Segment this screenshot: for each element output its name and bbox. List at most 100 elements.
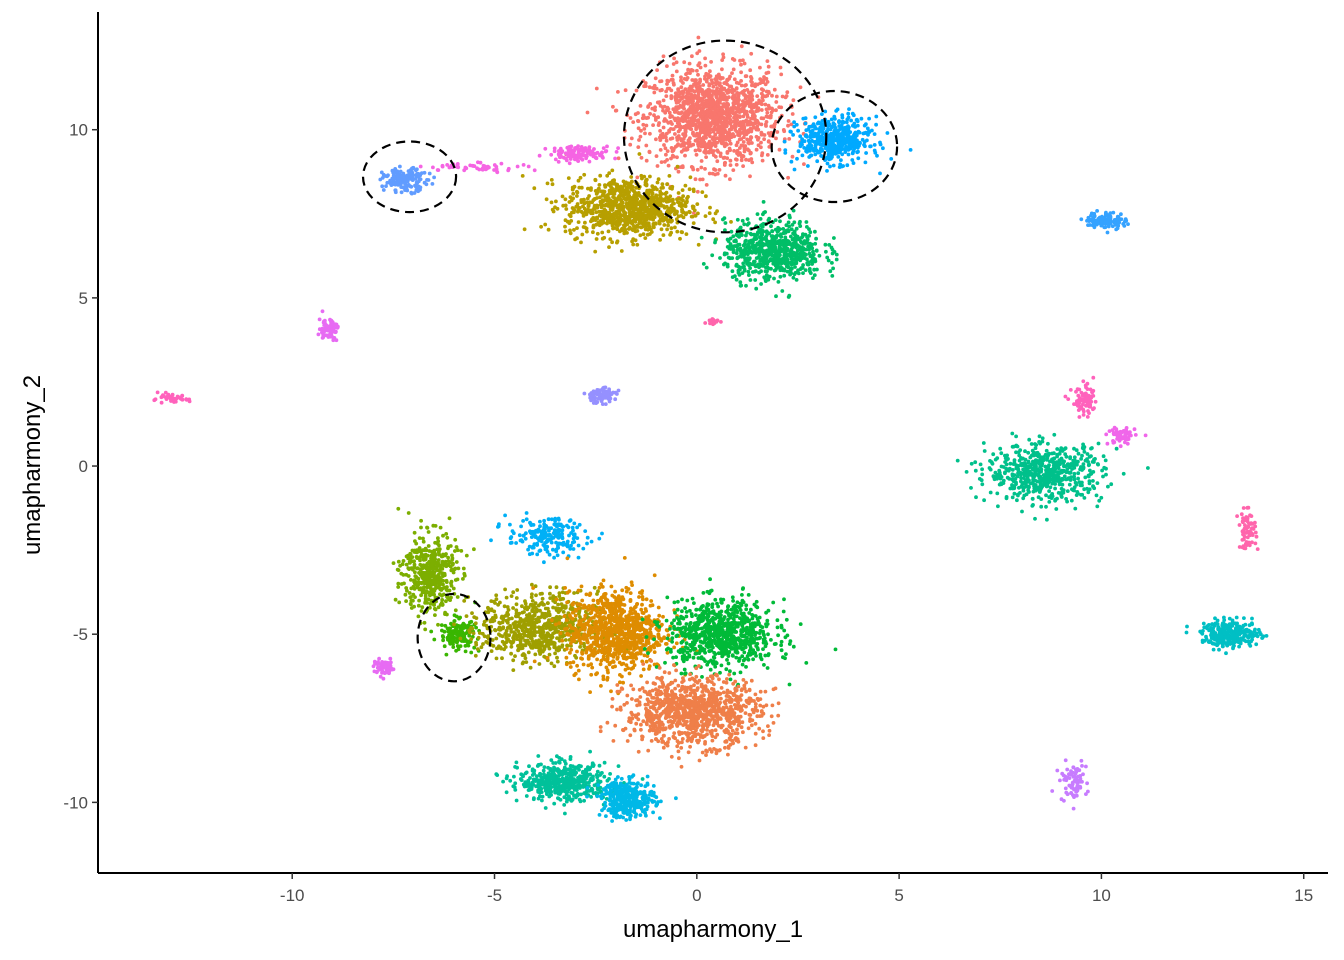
data-point [864, 130, 868, 135]
data-point [669, 77, 674, 82]
data-point [999, 475, 1004, 479]
data-point [780, 289, 785, 293]
data-point [774, 294, 778, 299]
data-point [781, 257, 786, 262]
data-point [1011, 477, 1016, 481]
data-point [661, 125, 666, 130]
data-point [691, 221, 696, 226]
data-point [696, 125, 700, 129]
data-point [689, 122, 694, 127]
data-point [690, 85, 694, 90]
data-point [600, 150, 604, 155]
data-point [805, 225, 809, 229]
data-point [703, 167, 707, 171]
data-point [720, 67, 724, 72]
data-point [592, 197, 597, 202]
data-point [568, 157, 573, 161]
data-point [1094, 493, 1099, 498]
data-point [615, 203, 620, 208]
data-point [703, 321, 708, 325]
data-point [1096, 462, 1100, 467]
data-point [770, 229, 775, 234]
data-point [1072, 455, 1077, 460]
data-point [754, 119, 759, 124]
data-point [995, 472, 1000, 477]
data-point [814, 249, 819, 253]
data-point [1093, 399, 1098, 404]
data-point [653, 76, 658, 81]
data-point [694, 101, 699, 106]
data-point [1115, 226, 1120, 231]
data-point [677, 203, 682, 208]
data-point [980, 467, 984, 472]
data-point [735, 148, 740, 153]
data-point [568, 214, 573, 219]
data-point [735, 217, 740, 222]
data-point [690, 214, 695, 219]
data-point [851, 161, 856, 166]
data-point [845, 163, 850, 168]
data-point [830, 261, 834, 265]
data-point [660, 131, 665, 136]
data-point [1052, 467, 1056, 471]
data-point [643, 203, 647, 208]
data-point [790, 112, 795, 116]
data-point [764, 120, 769, 124]
data-point [829, 148, 834, 153]
data-point [316, 332, 321, 337]
data-point [811, 249, 815, 254]
data-point [610, 168, 615, 173]
data-point [611, 219, 615, 224]
data-point [730, 275, 735, 279]
data-point [867, 116, 871, 121]
data-point [545, 181, 550, 186]
data-point [739, 83, 744, 88]
data-point [585, 196, 590, 201]
data-point [690, 78, 695, 82]
data-point [758, 77, 763, 81]
data-point [791, 250, 796, 255]
data-point [623, 213, 627, 218]
data-point [782, 129, 787, 134]
data-point [764, 254, 769, 259]
data-point [1077, 415, 1082, 419]
data-point [755, 212, 760, 217]
data-point [1051, 479, 1056, 484]
data-point [865, 126, 870, 131]
data-point [1105, 441, 1110, 446]
data-point [769, 251, 773, 256]
data-point [568, 145, 572, 149]
data-point [622, 227, 627, 232]
data-point [742, 132, 747, 137]
data-point [635, 175, 640, 180]
data-point [759, 282, 763, 286]
data-point [1080, 453, 1084, 458]
data-point [586, 204, 591, 209]
data-point [526, 164, 531, 169]
data-point [679, 137, 683, 141]
data-point [715, 115, 719, 119]
data-point [646, 227, 650, 232]
data-point [1019, 476, 1023, 481]
data-point [655, 68, 659, 72]
data-point [575, 189, 579, 194]
data-point [755, 94, 760, 98]
data-point [1082, 450, 1087, 454]
data-point [710, 171, 715, 176]
data-point [807, 124, 812, 129]
data-point [691, 132, 695, 136]
data-point [721, 95, 726, 100]
data-point [564, 207, 569, 211]
data-point [650, 106, 655, 111]
data-point [719, 87, 724, 92]
data-point [734, 262, 739, 267]
data-point [811, 255, 815, 260]
data-point [629, 136, 634, 141]
data-point [770, 124, 775, 129]
data-point [830, 251, 835, 256]
data-point [563, 203, 568, 208]
data-point [763, 259, 768, 263]
data-point [675, 229, 680, 234]
data-point [658, 104, 663, 108]
data-point [704, 109, 709, 114]
